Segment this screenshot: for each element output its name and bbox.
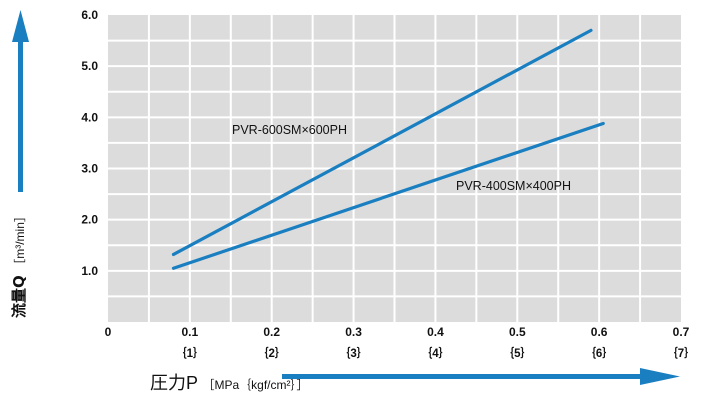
x-tick-secondary-label: ｛1｝ xyxy=(175,346,204,360)
y-tick-label: 4.0 xyxy=(81,110,98,124)
x-tick-label: 0.1 xyxy=(182,325,199,339)
y-tick-label: 3.0 xyxy=(81,162,98,176)
axis-arrows xyxy=(12,10,680,385)
x-tick-secondary-label: ｛6｝ xyxy=(584,346,613,360)
x-tick-secondary-label: ｛7｝ xyxy=(666,346,695,360)
x-arrow-head xyxy=(640,368,680,385)
y-axis-title-unit: ［m³/min］ xyxy=(13,210,27,271)
y-tick-label: 5.0 xyxy=(81,59,98,73)
series-line-0 xyxy=(171,28,593,257)
x-tick-label: 0.4 xyxy=(427,325,444,339)
x-tick-label: 0.6 xyxy=(591,325,608,339)
x-tick-label: 0.7 xyxy=(673,325,690,339)
x-tick-label: 0.5 xyxy=(509,325,526,339)
x-tick-secondary-label: ｛3｝ xyxy=(339,346,368,360)
y-axis-title: 流量Q ［m³/min］ xyxy=(8,210,29,318)
x-tick-secondary-label: ｛5｝ xyxy=(503,346,532,360)
x-tick-secondary-label: ｛2｝ xyxy=(257,346,286,360)
y-tick-label: 1.0 xyxy=(81,264,98,278)
tick-labels: 0 0.1 0.2 0.3 0.4 0.5 0.6 0.7 ｛1｝ ｛2｝ ｛3｝ ｛4｝ ｛5｝ ｛6｝… xyxy=(81,8,695,360)
x-tick-secondary-label: ｛4｝ xyxy=(421,346,450,360)
x-tick-label: 0.3 xyxy=(345,325,362,339)
x-axis-title: 圧力P ［MPa｛kgf/cm²｝］ xyxy=(150,369,308,395)
x-axis-title-main: 圧力P xyxy=(150,373,199,393)
y-arrow-head xyxy=(12,10,29,42)
y-axis-title-main: 流量Q xyxy=(10,275,28,318)
y-tick-label: 6.0 xyxy=(81,8,98,22)
y-tick-label: 2.0 xyxy=(81,213,98,227)
series-label-0: PVR-600SM×600PH xyxy=(232,123,347,137)
x-axis-title-unit: ［MPa｛kgf/cm²｝］ xyxy=(202,378,309,392)
series-label-1: PVR-400SM×400PH xyxy=(456,179,571,193)
y-arrow-shaft xyxy=(18,40,23,192)
x-arrow-shaft xyxy=(282,374,642,379)
grid xyxy=(108,15,681,322)
series-line-1 xyxy=(171,121,605,270)
series-lines xyxy=(171,28,605,270)
x-tick-label: 0 xyxy=(105,325,112,339)
x-tick-label: 0.2 xyxy=(263,325,280,339)
